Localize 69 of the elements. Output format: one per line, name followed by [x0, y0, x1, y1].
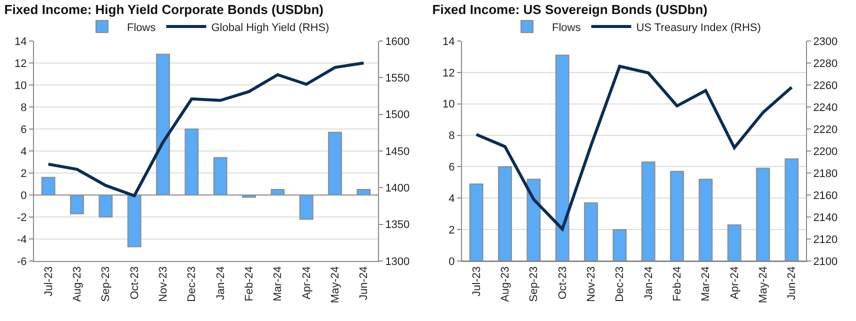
y-tick-label: 10	[442, 98, 455, 111]
y-tick-label: 14	[442, 36, 455, 48]
y-tick-label: 8	[448, 130, 455, 142]
x-tick-label: Aug-23	[72, 266, 84, 302]
x-tick-label: Oct-23	[128, 266, 141, 300]
y2-tick-label: 2220	[813, 124, 838, 136]
legend-label: Global High Yield (RHS)	[211, 22, 330, 34]
y2-tick-label: 2120	[813, 234, 838, 246]
y-tick-label: 8	[20, 102, 27, 114]
x-tick-label: Jan-24	[642, 266, 655, 300]
y-tick-label: 12	[14, 58, 27, 70]
y2-tick-label: 1600	[385, 36, 410, 48]
y-tick-label: 2	[448, 224, 455, 236]
y-tick-label: 0	[448, 256, 455, 268]
line-series	[46, 62, 366, 198]
y2-tick-label: 2300	[813, 36, 838, 48]
y-tick-label: -2	[17, 212, 27, 224]
y2-tick-label: 2100	[813, 256, 838, 268]
legend-label: Flows	[127, 22, 156, 34]
y2-tick-label: 1350	[385, 219, 410, 232]
x-tick-label: Apr-24	[728, 266, 741, 300]
x-tick-label: Dec-23	[186, 266, 198, 302]
y2-tick-label: 2140	[813, 212, 838, 224]
y-tick-label: 2	[20, 168, 27, 180]
line-series	[474, 64, 794, 231]
legend-label: Flows	[552, 22, 582, 34]
y2-tick-label: 1300	[385, 256, 410, 268]
y2-tick-label: 2240	[813, 102, 838, 114]
legend-label: US Treasury Index (RHS)	[636, 22, 761, 34]
y-tick-label: 4	[448, 192, 455, 205]
y-tick-label: 4	[20, 146, 27, 158]
y-tick-label: 10	[14, 80, 27, 92]
y-tick-label: 6	[448, 162, 455, 174]
x-tick-label: Feb-24	[244, 266, 256, 302]
x-tick-label: Sep-23	[528, 266, 540, 302]
y2-tick-label: 1500	[385, 109, 410, 122]
y2-tick-label: 2160	[813, 190, 838, 202]
y-tick-label: -6	[17, 256, 27, 268]
y2-tick-label: 2260	[813, 80, 838, 92]
y-tick-label: 6	[20, 124, 27, 136]
y-tick-label: 0	[20, 190, 27, 202]
x-tick-label: Feb-24	[672, 266, 684, 302]
x-tick-label: Jul-23	[42, 266, 55, 296]
y2-tick-label: 1550	[385, 72, 410, 85]
chart-title: Fixed Income: High Yield Corporate Bonds (USDbn)	[4, 2, 324, 17]
x-tick-label: Jan-24	[214, 266, 227, 300]
x-tick-label: Nov-23	[158, 266, 170, 302]
x-tick-label: May-24	[330, 266, 342, 304]
x-tick-label: Apr-24	[300, 266, 313, 300]
x-tick-label: Mar-24	[272, 266, 284, 302]
y-tick-label: 14	[14, 36, 27, 48]
y2-tick-label: 2180	[813, 168, 838, 180]
y2-tick-label: 2280	[813, 58, 838, 70]
y2-tick-label: 1450	[385, 146, 410, 158]
y2-tick-label: 2200	[813, 146, 838, 158]
chart-title: Fixed Income: US Sovereign Bonds (USDbn)	[432, 2, 708, 17]
x-tick-label: Aug-23	[500, 266, 512, 302]
x-tick-label: Dec-23	[614, 266, 626, 302]
x-tick-label: May-24	[758, 266, 770, 304]
x-tick-label: Jun-24	[358, 266, 370, 300]
x-tick-label: Nov-23	[586, 266, 598, 302]
x-tick-label: Oct-23	[556, 266, 569, 300]
y-tick-label: -4	[17, 234, 27, 246]
x-tick-label: Jun-24	[786, 266, 798, 300]
x-tick-label: Mar-24	[700, 266, 712, 302]
y2-tick-label: 1400	[385, 182, 410, 195]
y-tick-label: 12	[442, 67, 455, 80]
x-tick-label: Jul-23	[470, 266, 483, 296]
x-tick-label: Sep-23	[100, 266, 112, 302]
